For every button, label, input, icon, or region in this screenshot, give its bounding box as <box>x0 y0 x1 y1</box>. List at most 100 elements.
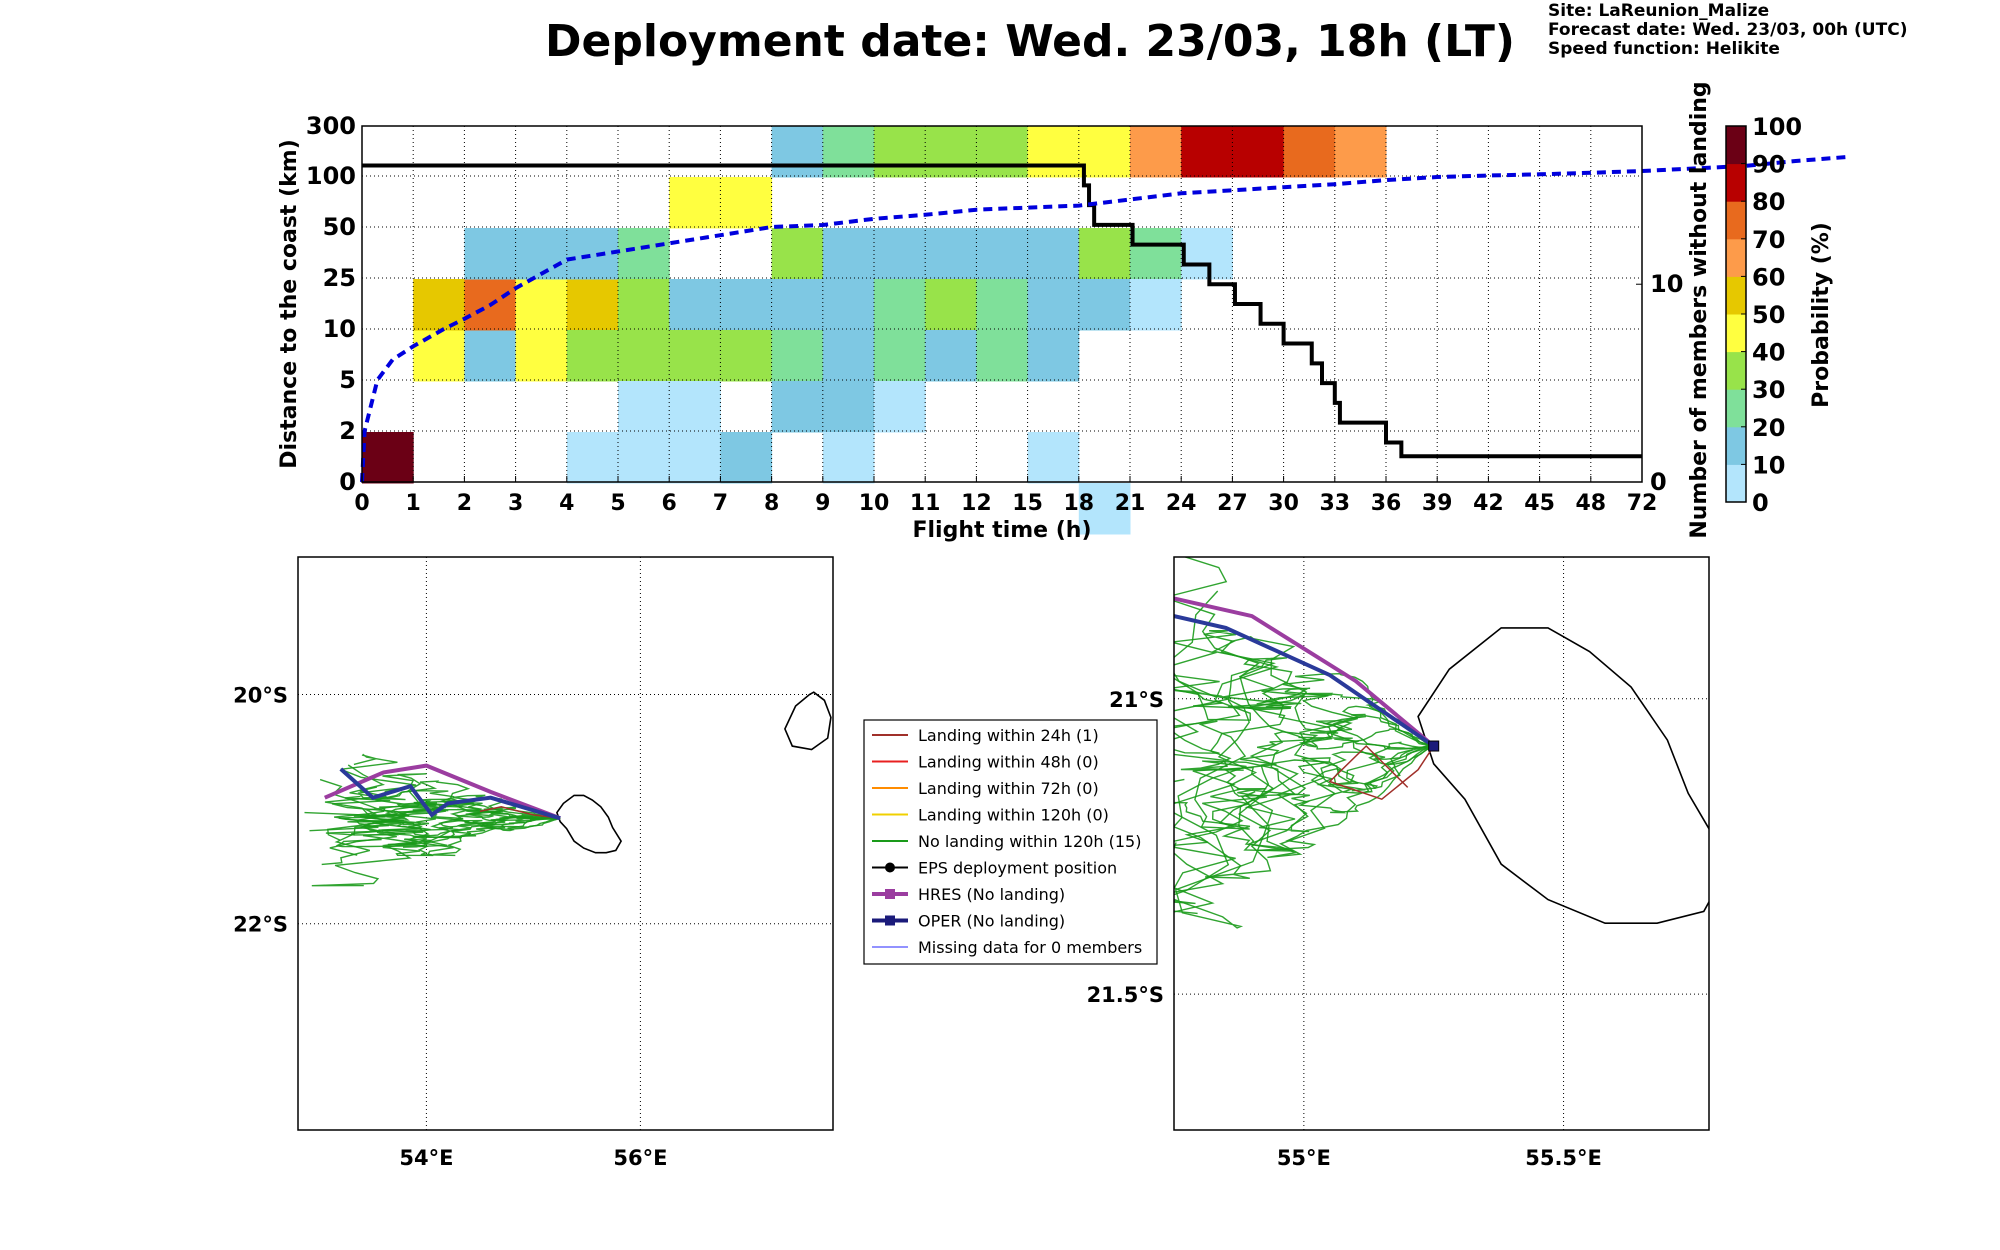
x-tick-label: 4 <box>559 491 574 516</box>
heatmap-cell <box>771 279 824 331</box>
y2-tick-label: 10 <box>1650 270 1683 298</box>
overview-map: 54°E 56°E 20°S 22°S <box>233 556 834 1170</box>
heatmap-cell <box>362 432 414 484</box>
y-tick-label: 2 <box>339 417 356 445</box>
map-frame <box>1173 556 1710 1131</box>
heatmap-cell <box>925 126 977 178</box>
heatmap-cell <box>618 432 670 484</box>
site-label: Site: LaReunion_Malize <box>1548 1 1770 21</box>
ensemble-track <box>1174 657 1434 754</box>
colorbar-segment <box>1726 126 1746 165</box>
heatmap-cell <box>515 228 568 280</box>
y2-tick-label: 0 <box>1650 468 1667 496</box>
forecast-date-label: Forecast date: Wed. 23/03, 00h (UTC) <box>1548 20 1908 40</box>
heatmap-cell <box>618 381 670 433</box>
y2-axis-label: Number of members without landing <box>1687 81 1712 538</box>
ensemble-track <box>1174 745 1434 852</box>
heatmap-cell <box>1283 126 1336 178</box>
colorbar-segment <box>1726 464 1746 503</box>
heatmap-cell <box>413 330 465 382</box>
heatmap-cell <box>976 330 1029 382</box>
map-lon-label: 55.5°E <box>1525 1146 1602 1170</box>
ensemble-track <box>1174 745 1434 929</box>
colorbar-label: Probability (%) <box>1809 222 1834 408</box>
heatmap-cell <box>822 432 875 484</box>
legend: Landing within 24h (1) Landing within 48h… <box>863 719 1158 965</box>
heatmap-cell <box>822 381 875 433</box>
map-lon-label: 56°E <box>613 1146 667 1170</box>
heatmap-cell <box>771 381 824 433</box>
heatmap-cell <box>669 330 721 382</box>
x-tick-label: 24 <box>1166 491 1197 516</box>
mapB-content <box>1174 557 1709 1130</box>
x-tick-label: 36 <box>1371 491 1402 516</box>
heatmap-cell <box>464 228 517 280</box>
probability-colorbar: 0 10 20 30 40 50 60 70 80 90 100 Probability (%) <box>1725 113 1834 517</box>
x-axis-label: Flight time (h) <box>912 518 1091 543</box>
ensemble-track <box>1174 720 1434 830</box>
heatmap-cell <box>618 228 670 280</box>
colorbar-tick-label: 40 <box>1752 339 1785 367</box>
ensemble-track <box>1174 590 1434 747</box>
y-tick-label: 5 <box>339 366 356 394</box>
heatmap-cell <box>1027 330 1080 382</box>
colorbar-segment <box>1726 201 1746 240</box>
heatmap-cell <box>874 279 926 331</box>
heatmap-cell <box>874 126 926 178</box>
y-tick-label: 25 <box>323 264 356 292</box>
map-lat-label: 20°S <box>233 684 288 708</box>
heatmap-cell <box>1078 483 1131 535</box>
heatmap-cell <box>1027 228 1080 280</box>
reunion-coastline <box>1417 627 1709 924</box>
heatmap-cell <box>925 228 977 280</box>
page-title: Deployment date: Wed. 23/03, 18h (LT) <box>545 16 1515 67</box>
heatmap-cell <box>1130 228 1182 280</box>
colorbar-tick-label: 20 <box>1752 414 1785 442</box>
heatmap-cell <box>1078 279 1131 331</box>
ensemble-track <box>1174 745 1434 879</box>
heatmap-cell <box>515 279 568 331</box>
colorbar-segment <box>1726 426 1746 465</box>
oper-track <box>339 767 561 821</box>
heatmap-cell <box>720 177 773 229</box>
map-lat-label: 21.5°S <box>1087 983 1164 1007</box>
map-lat-label: 22°S <box>233 913 288 937</box>
heatmap-cell <box>618 330 670 382</box>
heatmap-cell <box>1027 126 1080 178</box>
x-tick-label: 42 <box>1473 491 1504 516</box>
colorbar-tick-label: 30 <box>1752 376 1785 404</box>
legend-label: Landing within 72h (0) <box>918 779 1099 798</box>
x-tick-label: 27 <box>1217 491 1248 516</box>
x-tick-label: 11 <box>910 491 941 516</box>
x-tick-label: 12 <box>961 491 992 516</box>
y-tick-label: 0 <box>339 468 356 496</box>
colorbar-segment <box>1726 389 1746 428</box>
x-tick-label: 6 <box>662 491 677 516</box>
heatmap-cell <box>720 432 773 484</box>
legend-label: Landing within 120h (0) <box>918 806 1109 825</box>
heatmap-cell <box>822 330 875 382</box>
legend-item: Missing data for 0 members <box>872 938 1142 957</box>
heatmap-frame <box>361 125 1643 483</box>
heatmap-cell <box>1078 126 1131 178</box>
ensemble-track <box>347 764 561 819</box>
legend-marker <box>885 862 895 873</box>
x-tick-label: 45 <box>1524 491 1555 516</box>
y-tick-label: 300 <box>306 112 356 140</box>
heatmap-cell <box>1130 279 1182 331</box>
legend-label: No landing within 120h (15) <box>918 832 1141 851</box>
colorbar-tick-label: 90 <box>1752 151 1785 179</box>
x-tick-label: 33 <box>1319 491 1350 516</box>
heatmap-cell <box>1334 126 1387 178</box>
colorbar-tick-label: 60 <box>1752 263 1785 291</box>
colorbar-tick-label: 0 <box>1752 489 1769 517</box>
x-tick-label: 10 <box>859 491 890 516</box>
legend-label: Landing within 48h (0) <box>918 753 1099 772</box>
heatmap-cell <box>1078 228 1131 280</box>
colorbar-segment <box>1726 276 1746 315</box>
heatmap-cell <box>1232 126 1285 178</box>
colorbar-segment <box>1726 163 1746 202</box>
legend-item: Landing within 48h (0) <box>872 753 1099 772</box>
legend-marker <box>885 889 895 899</box>
heatmap-cell <box>669 177 721 229</box>
